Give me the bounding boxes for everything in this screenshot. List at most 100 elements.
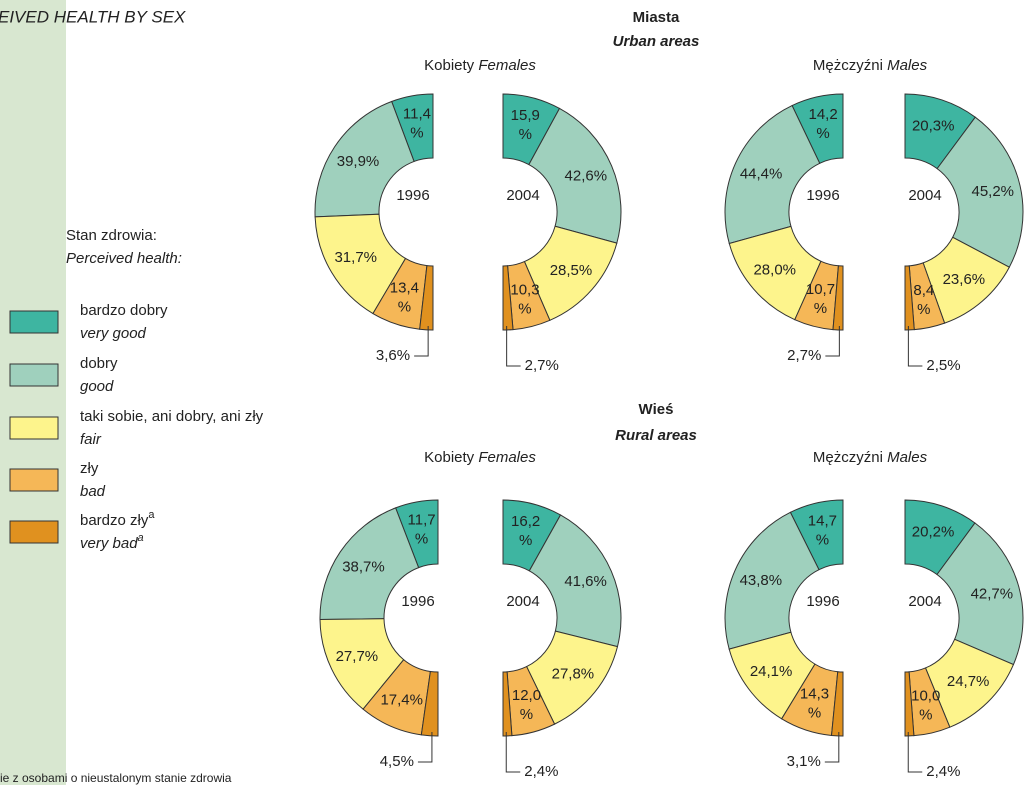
value-label-number: 10,0 — [911, 688, 940, 705]
center-label: 2004 — [506, 187, 539, 204]
value-label: 4,5% — [380, 753, 414, 770]
legend-label-text: zły — [80, 460, 99, 477]
value-label: 42,6% — [565, 168, 608, 185]
value-label: 31,7% — [334, 249, 377, 266]
center-label: 2004 — [908, 187, 941, 204]
value-label-number: 14,3 — [800, 685, 829, 702]
legend-label-en-text: good — [80, 378, 114, 395]
panel-label-pl: Mężczyźni — [813, 57, 883, 74]
legend-label: bardzo dobry — [80, 302, 168, 319]
value-label: 14,3% — [800, 685, 829, 721]
value-label: 2,4% — [926, 763, 960, 780]
donut-segment — [830, 671, 844, 737]
value-label: 8,4% — [913, 282, 934, 318]
value-label: 12,0% — [512, 687, 541, 723]
sidebar — [0, 0, 66, 785]
value-label-number: 11,4 — [403, 105, 431, 122]
value-label: 2,7% — [525, 357, 559, 374]
value-label-unit: % — [410, 124, 423, 141]
section-title: Miasta — [633, 9, 680, 26]
leader-line — [506, 326, 521, 367]
section-title-en: Rural areas — [615, 427, 697, 444]
legend-label-text: bardzo zły — [80, 512, 149, 529]
value-label: 2,5% — [926, 357, 960, 374]
legend-label-en: fair — [80, 431, 102, 448]
center-label: 1996 — [806, 187, 839, 204]
value-label: 10,7% — [806, 281, 835, 317]
value-label-unit: % — [398, 298, 411, 315]
donut-segment — [936, 522, 1024, 666]
center-label: 1996 — [401, 593, 434, 610]
value-label: 24,7% — [947, 673, 990, 690]
footnote: ie z osobami o nieustalonym stanie zdrow… — [0, 771, 232, 785]
legend-label: taki sobie, ani dobry, ani zły — [80, 408, 264, 425]
section-title-en: Urban areas — [613, 33, 700, 50]
donut-segment — [832, 265, 844, 331]
donut-segment — [502, 265, 514, 331]
value-label: 24,1% — [750, 663, 793, 680]
panel-label: Mężczyźni Males — [813, 449, 928, 466]
donut-segment — [904, 671, 915, 737]
panel-label-en: Males — [887, 57, 928, 74]
value-label: 45,2% — [971, 183, 1014, 200]
value-label: 17,4% — [380, 691, 423, 708]
value-label: 3,6% — [376, 347, 410, 364]
value-label-unit: % — [519, 532, 532, 549]
leader-line — [824, 732, 840, 763]
legend-label-en-text: bad — [80, 483, 106, 500]
value-label-number: 13,4 — [390, 279, 419, 296]
value-label: 14,2% — [808, 106, 837, 142]
value-label: 39,9% — [337, 153, 380, 170]
value-label-number: 16,2 — [511, 513, 540, 530]
value-label: 27,8% — [552, 666, 595, 683]
legend-label-text: dobry — [80, 355, 118, 372]
center-label: 1996 — [806, 593, 839, 610]
donut-segment — [528, 107, 622, 244]
leader-line — [505, 732, 521, 773]
leader-line — [414, 326, 429, 357]
value-label-number: 10,3 — [510, 281, 539, 298]
value-label-unit: % — [814, 300, 827, 317]
value-label: 2,4% — [524, 763, 558, 780]
value-label-number: 11,7 — [408, 511, 436, 528]
donut-segment — [724, 511, 820, 650]
legend-swatch — [9, 363, 59, 387]
value-label-unit: % — [415, 530, 428, 547]
value-label-number: 14,2 — [808, 106, 837, 123]
value-label-unit: % — [816, 531, 829, 548]
legend-label-en-text: very bad — [80, 535, 138, 552]
value-label: 11,4% — [403, 105, 431, 141]
donut-segment — [319, 507, 420, 620]
value-label-unit: % — [518, 300, 531, 317]
donut-segment — [904, 265, 915, 331]
value-label: 10,3% — [510, 281, 539, 317]
section-title: Wieś — [639, 401, 674, 418]
leader-line — [825, 326, 840, 357]
value-label: 15,9% — [511, 107, 540, 143]
donut-segment — [314, 100, 415, 218]
center-label: 2004 — [908, 593, 941, 610]
legend-label-en: bad — [80, 483, 106, 500]
legend-swatch — [9, 520, 59, 544]
donut-segment — [420, 670, 439, 737]
value-label-unit: % — [519, 126, 532, 143]
value-label: 27,7% — [336, 648, 379, 665]
legend-superscript: a — [138, 532, 144, 544]
value-label: 2,7% — [787, 347, 821, 364]
value-label-number: 8,4 — [913, 282, 934, 299]
legend-title-en: Perceived health: — [66, 250, 182, 267]
value-label-number: 10,7 — [806, 281, 835, 298]
value-label: 43,8% — [740, 572, 783, 589]
value-label: 14,7% — [808, 512, 837, 548]
panel-label: Kobiety Females — [424, 449, 536, 466]
center-label: 1996 — [396, 187, 429, 204]
donut-segment — [528, 514, 622, 648]
panel-label-en: Males — [887, 449, 928, 466]
value-label: 20,2% — [912, 523, 955, 540]
legend-swatch — [9, 310, 59, 334]
value-label-number: 15,9 — [511, 107, 540, 124]
value-label-unit: % — [917, 301, 930, 318]
donut-segment — [724, 104, 821, 245]
donut-segment — [936, 116, 1024, 268]
value-label: 28,0% — [753, 262, 796, 279]
